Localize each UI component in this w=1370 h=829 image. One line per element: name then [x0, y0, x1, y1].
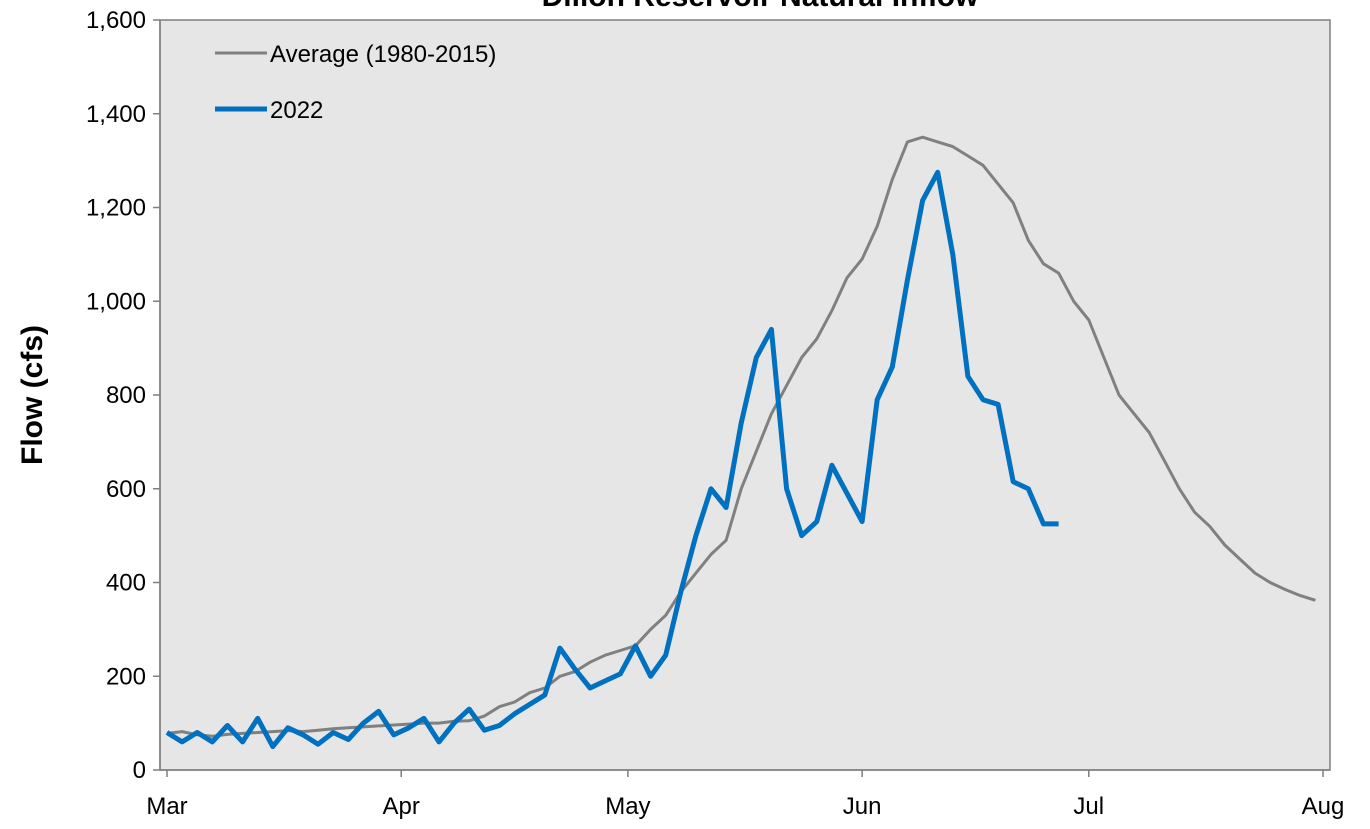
x-tick-label: May — [605, 793, 650, 820]
series-line — [165, 169, 1059, 750]
y-tick-label: 1,000 — [86, 288, 146, 315]
y-tick-label: 1,200 — [86, 195, 146, 222]
y-tick-label: 800 — [106, 382, 146, 409]
y-tick-label: 0 — [133, 757, 146, 784]
legend-label: Average (1980-2015) — [270, 41, 496, 68]
y-tick-label: 200 — [106, 663, 146, 690]
y-tick-label: 400 — [106, 570, 146, 597]
x-tick-label: Apr — [383, 793, 420, 820]
x-tick-label: Jul — [1073, 793, 1104, 820]
x-tick-label: Aug — [1302, 793, 1345, 820]
y-tick-label: 1,400 — [86, 101, 146, 128]
y-tick-label: 600 — [106, 476, 146, 503]
y-axis-title: Flow (cfs) — [16, 325, 49, 465]
x-tick-label: Mar — [146, 793, 187, 820]
y-tick-label: 1,600 — [86, 7, 146, 34]
plot-area — [159, 19, 1331, 771]
legend-label: 2022 — [270, 97, 323, 124]
chart-title: Dillon Reservoir Natural Inflow — [542, 0, 979, 13]
x-tick-label: Jun — [843, 793, 882, 820]
